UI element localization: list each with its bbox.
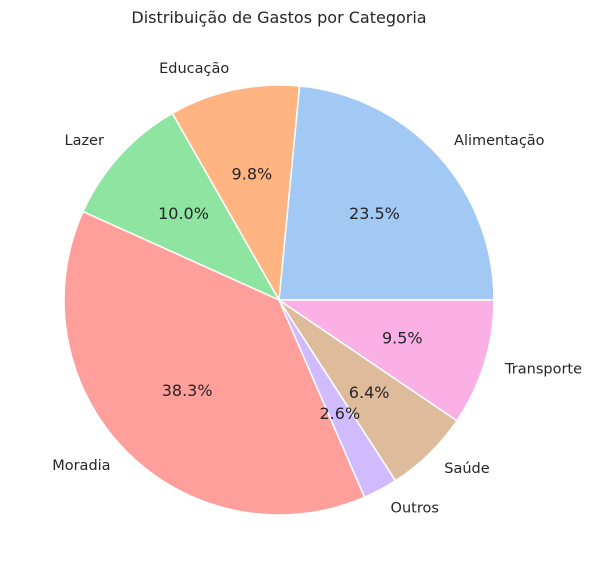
category-label-saude: Saúde (444, 461, 489, 477)
category-label-educacao: Educação (159, 61, 229, 77)
pct-label-outros: 2.6% (320, 404, 361, 423)
category-label-lazer: Lazer (64, 133, 103, 149)
pie-slice-moradia (63, 210, 366, 516)
pct-label-lazer: 10.0% (158, 204, 209, 223)
pie-slice-lazer (82, 112, 281, 302)
percentage-labels: 23.5% 9.8% 10.0% 38.3% 2.6% 6.4% 9.5% (158, 164, 423, 423)
pct-label-alimentacao: 23.5% (349, 204, 400, 223)
pie-slice-educacao (171, 84, 301, 303)
pct-label-transporte: 9.5% (382, 328, 423, 347)
category-labels: Alimentação Educação Lazer Moradia Outros Saú… (52, 61, 582, 517)
pie-slice-alimentacao (278, 85, 495, 301)
pct-label-saude: 6.4% (349, 383, 390, 402)
category-label-moradia: Moradia (52, 458, 110, 474)
chart-title: Distribuição de Gastos por Categoria (131, 8, 426, 27)
category-label-outros: Outros (391, 501, 439, 517)
pct-label-moradia: 38.3% (162, 381, 213, 400)
pie-slices (63, 84, 495, 516)
pct-label-educacao: 9.8% (232, 164, 273, 183)
pie-slice-transporte (276, 299, 495, 422)
category-label-alimentacao: Alimentação (454, 133, 545, 149)
category-label-transporte: Transporte (504, 361, 582, 377)
